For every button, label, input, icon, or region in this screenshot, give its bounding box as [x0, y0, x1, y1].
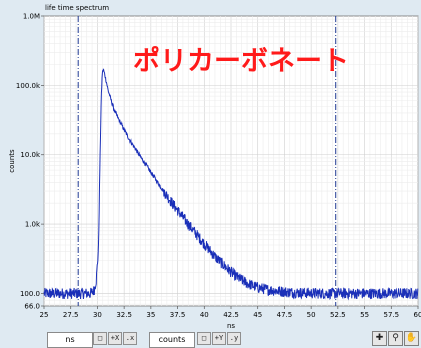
chart-title: life time spectrum: [45, 4, 109, 12]
pan-icon[interactable]: ✋: [404, 331, 419, 346]
x-tick-label: 55: [360, 311, 369, 319]
x-axis-label: ns: [227, 322, 235, 330]
graph-toolbar: ns □ +X .x counts □ +Y .y ✚ ⚲ ✋: [0, 330, 421, 348]
y-tick-label: 1.0k: [25, 221, 41, 229]
x-tick-label: 57.5: [383, 311, 399, 319]
x-format-icon[interactable]: .x: [123, 332, 137, 345]
x-unit-field[interactable]: ns: [47, 332, 93, 348]
y-tick-label: 66.0: [24, 303, 40, 311]
zoom-icon[interactable]: ⚲: [388, 331, 403, 346]
y-scale-icon[interactable]: +Y: [212, 332, 226, 345]
cursors: [77, 16, 337, 306]
x-axis-ticks: 25 27.5 30 32.5 35 37.5 40 42.5 45 47.5 50 52.5 55 57…: [40, 306, 421, 319]
x-tick-label: 35: [146, 311, 155, 319]
y-axis-ticks: 66.0 100.0 1.0k 10.0k 100.0k 1.0M: [16, 13, 44, 311]
y-tick-label: 100.0: [20, 290, 40, 298]
spectrum-trace: [43, 68, 419, 301]
x-scale-icon[interactable]: +X: [108, 332, 122, 345]
y-format-icon[interactable]: .y: [227, 332, 241, 345]
x-tick-label: 50: [307, 311, 316, 319]
x-tick-label: 40: [200, 311, 209, 319]
x-tick-label: 27.5: [63, 311, 79, 319]
chart-annotation: ポリカーボネート: [133, 46, 349, 77]
crosshair-icon[interactable]: ✚: [372, 331, 387, 346]
x-tick-label: 32.5: [116, 311, 132, 319]
lock-icon[interactable]: □: [93, 332, 107, 345]
lock-icon[interactable]: □: [197, 332, 211, 345]
y-tick-label: 10.0k: [20, 151, 41, 159]
x-tick-label: 45: [253, 311, 262, 319]
x-tick-label: 60: [414, 311, 421, 319]
y-tick-label: 100.0k: [16, 82, 41, 90]
y-axis-label: counts: [8, 149, 16, 173]
x-tick-label: 42.5: [223, 311, 239, 319]
x-tick-label: 25: [40, 311, 49, 319]
x-tick-label: 52.5: [330, 311, 346, 319]
x-tick-label: 47.5: [277, 311, 293, 319]
y-unit-field[interactable]: counts: [149, 332, 195, 348]
y-tick-label: 1.0M: [23, 13, 40, 21]
x-tick-label: 30: [93, 311, 102, 319]
grid: [43, 16, 419, 306]
x-tick-label: 37.5: [170, 311, 186, 319]
